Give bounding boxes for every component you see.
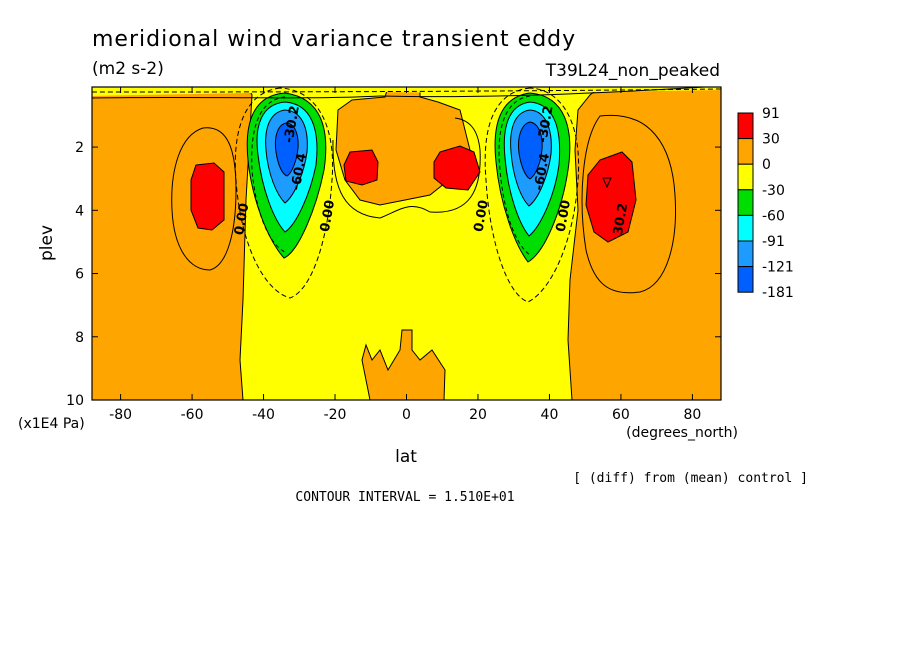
- max-sh-60: [190, 162, 225, 231]
- contour-line-top: [92, 87, 713, 99]
- legend-swatch: [737, 214, 754, 242]
- contour-dashed-sh-inner: [251, 96, 286, 253]
- legend-level-label: -121: [762, 260, 794, 276]
- y-units-label: (x1E4 Pa): [18, 416, 85, 432]
- y-axis-title: plev: [37, 225, 57, 261]
- x-axis-title: lat: [395, 447, 417, 467]
- chart-title: meridional wind variance transient eddy: [92, 27, 576, 52]
- contour-dashed-sh: [234, 87, 334, 299]
- run-label: T39L24_non_peaked: [545, 61, 720, 81]
- contour-line-nh-outer: [581, 114, 676, 294]
- contour-dashed-top: [92, 88, 721, 93]
- x-tick-label: 40: [541, 407, 559, 423]
- x-tick-label: -40: [252, 407, 275, 423]
- legend-level-label: -91: [762, 234, 785, 250]
- contour-interval: CONTOUR INTERVAL = 1.510E+01: [295, 490, 514, 505]
- cell-nh-minus121: [518, 121, 543, 180]
- x-tick-label: 20: [469, 407, 487, 423]
- max-nh-14: [433, 145, 481, 191]
- legend-level-label: -60: [762, 208, 785, 224]
- max-nh-57: [585, 151, 637, 243]
- contour-field: [92, 87, 721, 400]
- contour-label: -60.4: [532, 152, 553, 192]
- contour-label: 0.00: [318, 199, 338, 233]
- x-tick-label: 0: [402, 407, 411, 423]
- x-axis: -80 -60 -40 -20 0 20 40 60 80: [109, 87, 701, 423]
- contour-label: -30.2: [535, 105, 556, 145]
- legend-level-label: 91: [762, 106, 780, 122]
- x-tick-label: 80: [683, 407, 701, 423]
- legend-swatch: [737, 112, 754, 140]
- contour-label: -30.2: [282, 105, 303, 145]
- y-tick-label: 4: [75, 203, 84, 219]
- legend-swatch: [737, 189, 754, 216]
- legend-level-label: -30: [762, 183, 785, 199]
- legend-swatch: [737, 266, 754, 293]
- legend-swatch: [737, 240, 754, 268]
- legend-swatch: [737, 138, 754, 165]
- y-tick-label: 6: [75, 267, 84, 283]
- contour-label: 0.00: [554, 199, 574, 233]
- diff-note: [ (diff) from (mean) control ]: [573, 471, 808, 486]
- max-sh-12: [343, 149, 379, 186]
- legend-swatch: [737, 163, 754, 191]
- x-tick-label: -80: [109, 407, 132, 423]
- cell-sh-minus121: [274, 122, 299, 177]
- y-axis: 2 4 6 8 10: [66, 140, 721, 409]
- y-tick-label: 2: [75, 140, 84, 156]
- contour-label: 30.2: [611, 202, 631, 236]
- contour-labels: 0.00 0.00 0.00 0.00-60.4-30.2-60.4-30.230.2: [232, 105, 631, 237]
- y-tick-label: 10: [66, 393, 84, 409]
- x-tick-label: -60: [181, 407, 204, 423]
- contour-dashed-nh-inner: [498, 95, 531, 256]
- x-tick-label: 60: [612, 407, 630, 423]
- legend-level-label: 0: [762, 157, 771, 173]
- color-legend: 91 30 0 -30 -60 -91 -121 -181: [737, 106, 794, 301]
- contour-label: -60.4: [289, 152, 310, 192]
- chart-units: (m2 s-2): [92, 59, 164, 79]
- contour-label: 0.00: [472, 199, 492, 233]
- contour-label: 0.00: [232, 202, 252, 236]
- x-units-label: (degrees_north): [626, 425, 738, 441]
- legend-level-label: -181: [762, 285, 794, 301]
- contour-line-center: [332, 117, 481, 219]
- contour-line-sh-outer: [171, 127, 237, 271]
- legend-level-label: 30: [762, 132, 780, 148]
- contour-dashed-nh: [484, 87, 580, 303]
- x-tick-label: -20: [324, 407, 347, 423]
- extremum-marker: [602, 177, 612, 189]
- y-tick-label: 8: [75, 330, 84, 346]
